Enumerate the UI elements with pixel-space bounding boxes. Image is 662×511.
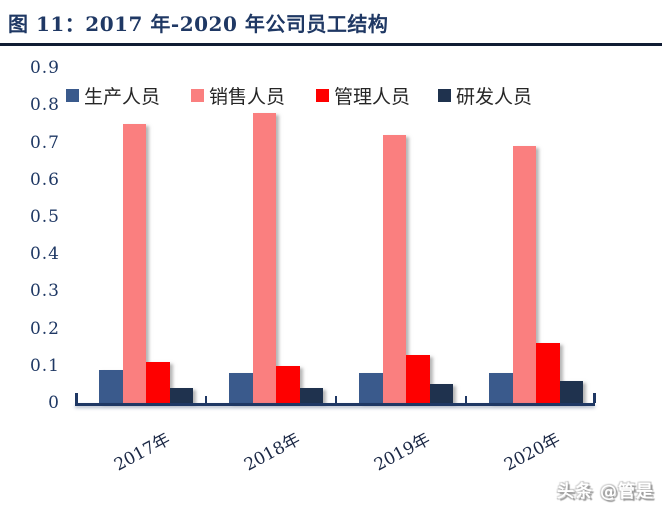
legend-label: 管理人员 (334, 85, 411, 108)
figure-title: 图 11：2017 年-2020 年公司员工结构 (8, 12, 389, 36)
y-tick-label: 0.7 (29, 132, 60, 153)
bar (169, 388, 193, 403)
bar (146, 362, 170, 403)
axis-tick (335, 396, 337, 403)
bar (559, 380, 583, 403)
legend-label: 销售人员 (209, 85, 286, 108)
x-axis-label: 2018年 (241, 429, 304, 476)
bar (406, 354, 430, 403)
y-tick-label: 0.5 (29, 207, 60, 227)
axis-tick (205, 396, 207, 403)
legend-label: 研发人员 (456, 85, 533, 108)
x-axis-line (75, 403, 595, 406)
bar (252, 112, 276, 403)
watermark: 头条 @管是 (557, 482, 654, 502)
axis-tick (75, 393, 78, 403)
y-tick-label: 0.9 (29, 58, 60, 79)
bar (382, 135, 406, 403)
bar (489, 373, 513, 403)
bar (536, 343, 560, 403)
y-tick-label: 0.2 (29, 318, 60, 339)
legend-item: 销售人员 (191, 84, 286, 108)
legend-item: 管理人员 (316, 84, 411, 108)
x-axis-label: 2017年 (111, 429, 174, 476)
y-tick-label: 0.3 (29, 281, 60, 302)
x-axis-label: 2019年 (371, 429, 434, 476)
bar (276, 365, 300, 403)
bar (299, 388, 323, 403)
legend-label: 生产人员 (84, 85, 161, 108)
y-tick-label: 0.1 (29, 355, 60, 376)
bar (429, 384, 453, 403)
y-tick-label: 0.4 (29, 244, 60, 265)
bar (99, 369, 123, 403)
y-tick-label: 0 (48, 393, 60, 413)
bar (359, 373, 383, 403)
legend-marker-icon (438, 88, 451, 102)
bar (122, 124, 146, 403)
bar (512, 146, 536, 403)
legend-marker-icon (66, 88, 79, 102)
legend-item: 生产人员 (66, 84, 161, 108)
bar (229, 373, 253, 403)
title-underline (0, 43, 662, 46)
legend-item: 研发人员 (438, 84, 533, 108)
y-tick-label: 0.8 (29, 95, 60, 116)
x-axis-label: 2020年 (501, 429, 564, 476)
axis-tick (593, 393, 596, 403)
axis-tick (465, 396, 467, 403)
y-tick-label: 0.6 (29, 169, 60, 190)
legend-marker-icon (316, 88, 329, 102)
legend-marker-icon (191, 88, 204, 102)
